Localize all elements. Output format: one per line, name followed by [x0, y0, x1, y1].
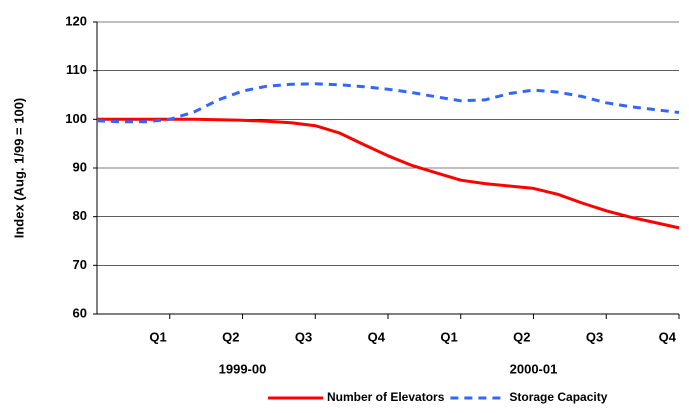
y-tick-label: 90	[73, 159, 87, 174]
x-tick-label: Q4	[368, 329, 386, 344]
x-tick-label: Q1	[149, 329, 166, 344]
x-tick-label: Q2	[222, 329, 239, 344]
series-line	[97, 117, 680, 230]
x-group-label: 2000-01	[510, 361, 558, 376]
y-tick-label: 80	[73, 208, 87, 223]
x-tick-label: Q2	[513, 329, 530, 344]
x-tick-label: Q4	[659, 329, 677, 344]
y-tick-label: 100	[65, 111, 87, 126]
y-axis-label: Index (Aug. 1/99 = 100)	[11, 98, 26, 239]
x-tick-label: Q3	[295, 329, 312, 344]
x-tick-label: Q3	[586, 329, 603, 344]
legend-label: Number of Elevators	[327, 390, 445, 404]
x-tick-label: Q1	[440, 329, 457, 344]
legend-label: Storage Capacity	[509, 390, 607, 404]
y-tick-label: 60	[73, 305, 87, 320]
y-tick-label: 110	[66, 62, 87, 77]
x-group-label: 1999-00	[219, 361, 267, 376]
series-line	[96, 82, 680, 124]
y-tick-label: 120	[65, 13, 87, 28]
y-tick-label: 70	[73, 257, 87, 272]
